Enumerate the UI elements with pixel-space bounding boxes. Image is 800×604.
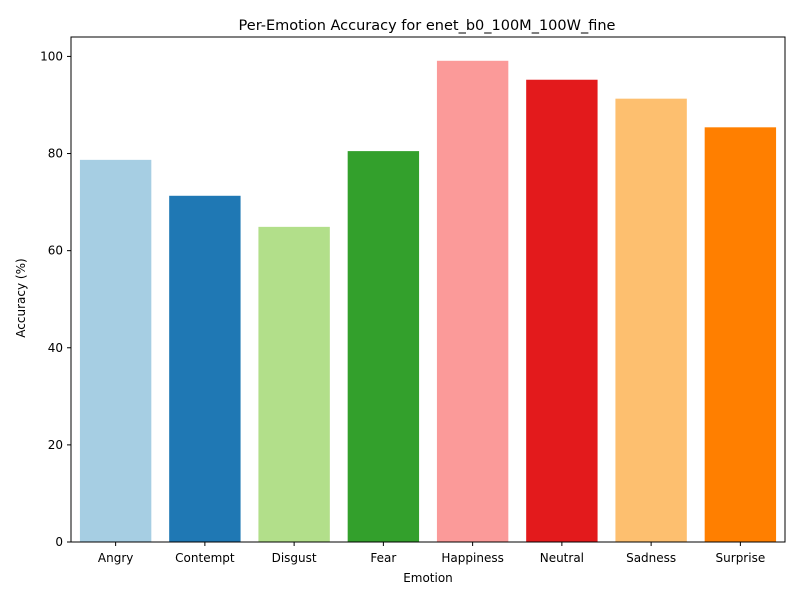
x-tick-label: Sadness <box>626 551 676 565</box>
bars-layer <box>79 60 777 543</box>
bar-contempt <box>169 195 241 542</box>
x-tick-label: Surprise <box>716 551 766 565</box>
chart-title: Per-Emotion Accuracy for enet_b0_100M_10… <box>239 18 616 34</box>
y-tick-label: 100 <box>40 49 63 63</box>
bar-angry <box>79 159 152 543</box>
x-tick-label: Angry <box>98 551 133 565</box>
y-tick-label: 0 <box>55 535 63 549</box>
bar-disgust <box>258 226 330 542</box>
bar-neutral <box>526 79 598 542</box>
x-tick-label: Contempt <box>175 551 235 565</box>
y-tick-label: 40 <box>48 341 63 355</box>
y-tick-label: 60 <box>48 244 63 258</box>
x-tick-label: Fear <box>370 551 396 565</box>
bar-sadness <box>615 98 687 542</box>
plot-frame <box>70 36 786 543</box>
x-axis-label: Emotion <box>403 571 453 585</box>
x-axis: Angry Contempt Disgust Fear Happiness Neutral… <box>98 542 765 565</box>
bar-surprise <box>704 127 777 542</box>
x-tick-label: Neutral <box>540 551 584 565</box>
x-tick-label: Happiness <box>441 551 503 565</box>
bar-fear <box>347 151 420 542</box>
y-axis-label: Accuracy (%) <box>14 258 28 337</box>
bar-happiness <box>436 60 509 542</box>
x-tick-label: Disgust <box>272 551 317 565</box>
y-tick-label: 80 <box>48 147 63 161</box>
y-tick-label: 20 <box>48 438 63 452</box>
y-axis: 0 20 40 60 80 100 <box>40 49 71 549</box>
